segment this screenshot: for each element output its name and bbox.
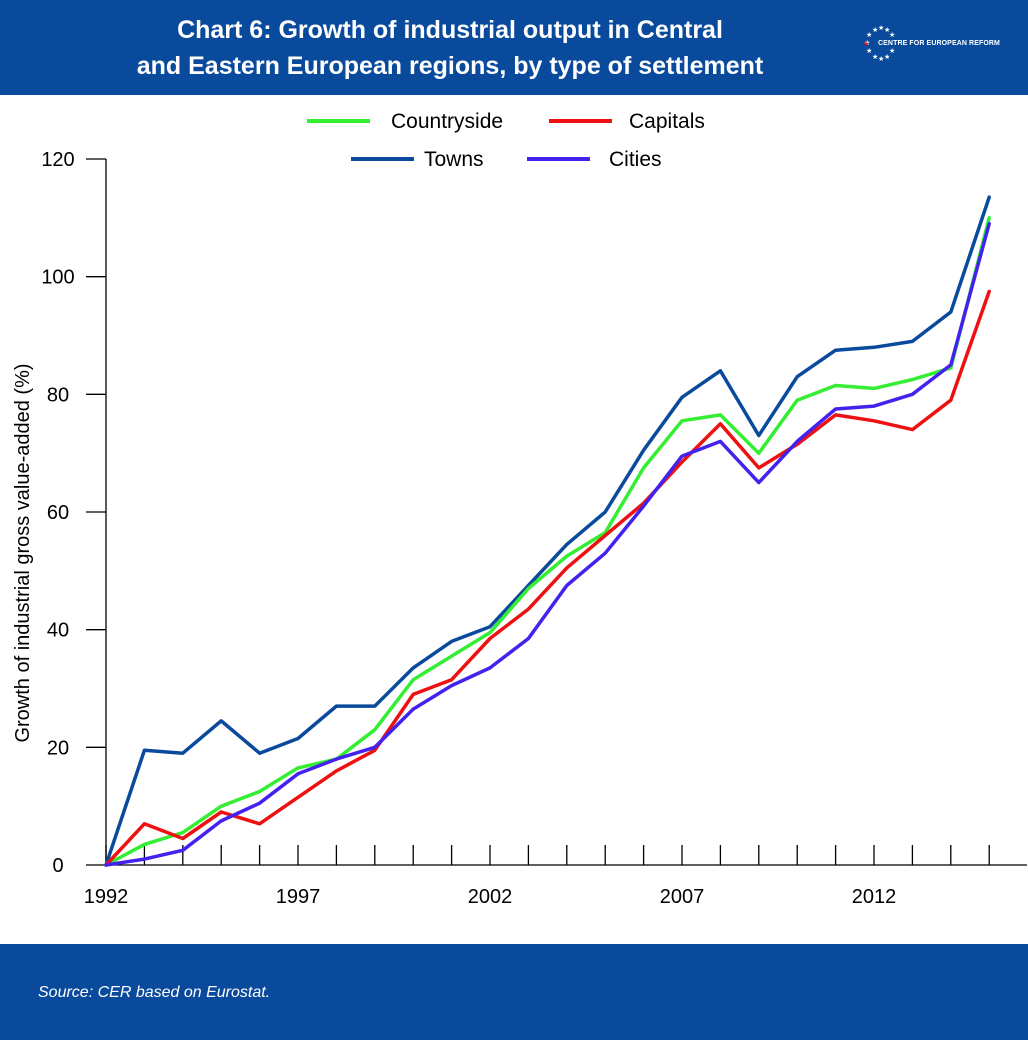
- svg-text:★: ★: [889, 47, 895, 55]
- legend-label-countryside: Countryside: [391, 110, 503, 133]
- legend-label-capitals: Capitals: [629, 110, 705, 133]
- y-tick-label: 120: [41, 149, 74, 171]
- series-line-cities: [104, 221, 991, 867]
- x-tick-label: 2007: [660, 886, 705, 908]
- legend-label-cities: Cities: [609, 148, 662, 171]
- cer-logo: ★ ★ ★ ★ ★ ★ ★ ★ ★ ★ ★ ★ CENTRE FOR EUROPEAN RE…: [858, 22, 1028, 72]
- svg-text:★: ★: [863, 40, 869, 48]
- x-tick-label: 2012: [852, 886, 897, 908]
- svg-text:★: ★: [878, 55, 884, 63]
- x-tick-label: 1992: [84, 886, 129, 908]
- svg-text:★: ★: [884, 53, 890, 61]
- svg-text:★: ★: [872, 26, 878, 34]
- svg-text:★: ★: [864, 39, 870, 47]
- y-tick-label: 40: [47, 620, 69, 642]
- eu-stars-icon: ★ ★ ★ ★ ★ ★ ★ ★ ★ ★ ★ ★: [863, 24, 895, 63]
- chart-header: Chart 6: Growth of industrial output in …: [0, 0, 1028, 95]
- chart-title-line1: Chart 6: Growth of industrial output in …: [177, 16, 723, 44]
- y-tick-label: 100: [41, 267, 74, 289]
- series-line-countryside: [104, 216, 991, 867]
- svg-text:★: ★: [872, 53, 878, 61]
- svg-text:★: ★: [866, 47, 872, 55]
- chart-title: Chart 6: Growth of industrial output in …: [60, 12, 840, 84]
- line-chart: 0 20 40 60 80 100 120 1992 1997 2002 2007 2012 Count…: [41, 110, 1027, 908]
- logo-text: CENTRE FOR EUROPEAN REFORM: [878, 40, 1000, 47]
- y-tick-label: 0: [52, 855, 63, 877]
- x-tick-label: 2002: [468, 886, 513, 908]
- y-tick-label: 20: [47, 737, 69, 759]
- legend-label-towns: Towns: [424, 148, 484, 171]
- svg-text:★: ★: [878, 24, 884, 32]
- svg-text:★: ★: [889, 31, 895, 39]
- y-axis-label: Growth of industrial gross value-added (…: [12, 363, 34, 743]
- y-tick-label: 80: [47, 384, 69, 406]
- chart-footer: Source: CER based on Eurostat.: [0, 944, 1028, 1040]
- series-line-towns: [104, 195, 991, 867]
- svg-text:★: ★: [884, 26, 890, 34]
- x-tick-label: 1997: [276, 886, 321, 908]
- series-line-capitals: [104, 289, 991, 867]
- y-tick-label: 60: [47, 502, 69, 524]
- svg-text:★: ★: [866, 31, 872, 39]
- source-note: Source: CER based on Eurostat.: [38, 984, 271, 1001]
- chart-title-line2: and Eastern European regions, by type of…: [136, 52, 764, 80]
